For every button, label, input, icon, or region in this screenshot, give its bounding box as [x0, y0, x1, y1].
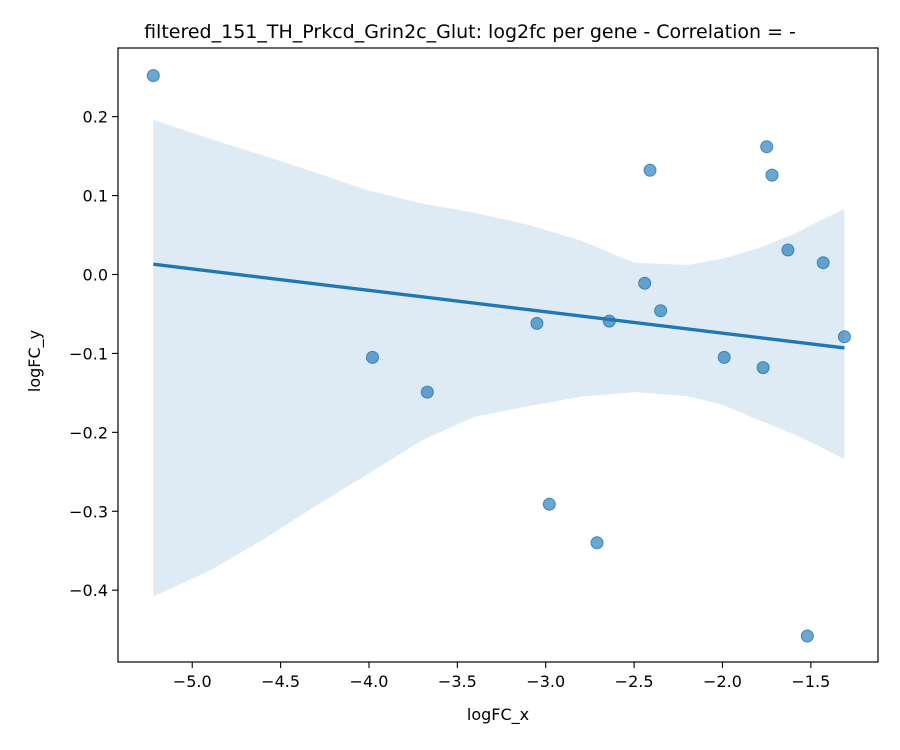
regression-line	[153, 262, 845, 350]
data-point	[542, 497, 556, 511]
data-point	[765, 168, 779, 182]
chart-title: filtered_151_TH_Prkcd_Grin2c_Glut: log2f…	[144, 21, 796, 43]
data-point	[420, 385, 434, 399]
x-tick-label: −3.5	[438, 672, 477, 691]
y-tick-label: −0.2	[69, 423, 108, 442]
data-point	[756, 361, 770, 375]
data-point	[717, 350, 731, 364]
data-point	[781, 243, 795, 257]
data-point	[654, 304, 668, 318]
data-points	[146, 69, 851, 643]
data-point	[800, 629, 814, 643]
data-point	[816, 256, 830, 270]
plot-frame	[117, 47, 879, 663]
y-tick-label: 0.1	[83, 187, 108, 206]
x-tick-label: −3.0	[526, 672, 565, 691]
plot-area	[146, 69, 851, 643]
x-axis-label: logFC_x	[467, 705, 529, 725]
x-tick-label: −2.0	[703, 672, 742, 691]
y-tick-label: 0.2	[83, 108, 108, 127]
x-axis: −5.0 −4.5 −4.0 −3.5 −3.0 −2.5 −2.0 −1.5	[173, 662, 830, 691]
x-tick-label: −1.5	[791, 672, 830, 691]
y-tick-label: −0.1	[69, 344, 108, 363]
confidence-band	[153, 119, 845, 597]
x-tick-label: −4.0	[350, 672, 389, 691]
data-point	[530, 316, 544, 330]
data-point	[590, 536, 604, 550]
y-axis-label: logFC_y	[25, 330, 45, 392]
data-point	[643, 163, 657, 177]
x-tick-label: −4.5	[261, 672, 300, 691]
y-tick-label: −0.3	[69, 502, 108, 521]
x-tick-label: −5.0	[173, 672, 212, 691]
data-point	[837, 330, 851, 344]
data-point	[638, 276, 652, 290]
x-tick-label: −2.5	[615, 672, 654, 691]
y-axis: −0.4 −0.3 −0.2 −0.1 0.0 0.1 0.2	[69, 108, 118, 600]
y-tick-label: −0.4	[69, 581, 108, 600]
data-point	[602, 314, 616, 328]
data-point	[366, 350, 379, 364]
y-tick-label: 0.0	[83, 266, 108, 285]
data-point	[760, 140, 774, 154]
data-point	[146, 69, 160, 83]
